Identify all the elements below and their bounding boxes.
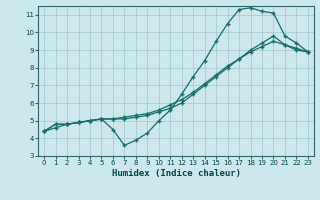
X-axis label: Humidex (Indice chaleur): Humidex (Indice chaleur)	[111, 169, 241, 178]
